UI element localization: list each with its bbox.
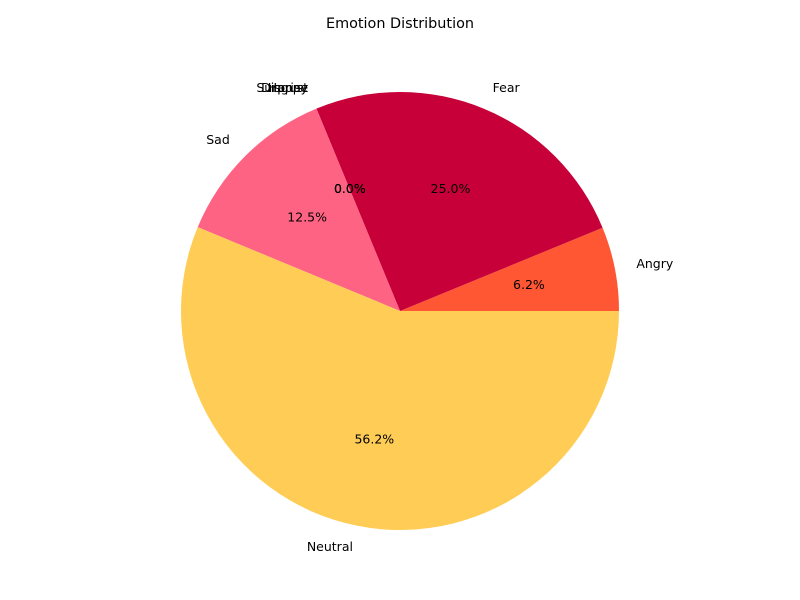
chart-title: Emotion Distribution	[326, 16, 474, 32]
slice-label-fear: Fear	[493, 80, 521, 95]
pie-slice-sad	[197, 108, 400, 312]
slice-percent-surprise: 0.0%	[334, 181, 366, 196]
slice-label-neutral: Neutral	[307, 539, 353, 554]
pie-slices	[180, 92, 619, 531]
slice-label-disgust: Disgust	[261, 80, 308, 95]
pie-slice-neutral	[180, 227, 619, 531]
slice-label-happy: Happy	[268, 80, 309, 95]
slice-label-angry: Angry	[636, 256, 674, 271]
slice-label-sad: Sad	[206, 132, 230, 147]
slice-percent-disgust: 0.0%	[334, 181, 366, 196]
slice-percent-angry: 6.2%	[513, 277, 545, 292]
slice-label-surprise: Surprise	[256, 80, 308, 95]
pie-labels: Angry6.2%Fear25.0%Happy0.0%Disgust0.0%Su…	[206, 80, 674, 554]
slice-percent-sad: 12.5%	[287, 210, 327, 225]
slice-percent-neutral: 56.2%	[354, 431, 394, 446]
pie-slice-angry	[400, 227, 619, 311]
slice-percent-fear: 25.0%	[431, 181, 471, 196]
slice-percent-happy: 0.0%	[334, 181, 366, 196]
pie-slice-fear	[316, 92, 603, 312]
